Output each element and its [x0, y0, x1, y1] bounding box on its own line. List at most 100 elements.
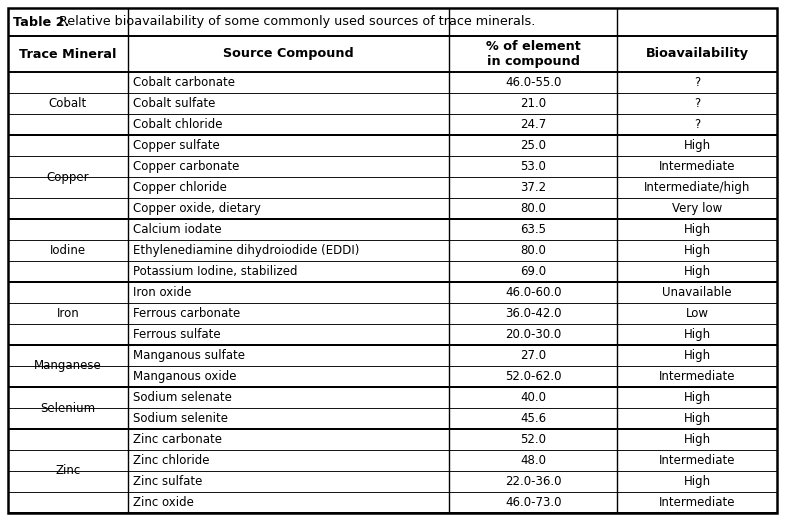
- Text: High: High: [684, 244, 710, 257]
- Text: Selenium: Selenium: [40, 402, 96, 415]
- Text: High: High: [684, 475, 710, 488]
- Bar: [128, 156, 449, 177]
- Bar: [8, 156, 128, 177]
- Bar: [449, 324, 617, 345]
- Text: Unavailable: Unavailable: [663, 286, 732, 299]
- Text: 46.0-60.0: 46.0-60.0: [505, 286, 561, 299]
- Text: Copper: Copper: [46, 170, 89, 183]
- Text: Trace Mineral: Trace Mineral: [19, 47, 117, 60]
- Text: 36.0-42.0: 36.0-42.0: [505, 307, 561, 320]
- Text: Zinc: Zinc: [56, 465, 81, 478]
- Text: 63.5: 63.5: [520, 223, 546, 236]
- Bar: [128, 72, 449, 93]
- Bar: [8, 345, 128, 366]
- Text: Cobalt: Cobalt: [49, 97, 87, 110]
- Text: Intermediate/high: Intermediate/high: [644, 181, 750, 194]
- Bar: [8, 408, 128, 429]
- Text: Potassium Iodine, stabilized: Potassium Iodine, stabilized: [133, 265, 298, 278]
- Bar: [449, 366, 617, 387]
- Bar: [449, 345, 617, 366]
- Bar: [8, 450, 128, 471]
- Text: Calcium iodate: Calcium iodate: [133, 223, 221, 236]
- Text: High: High: [684, 349, 710, 362]
- Bar: [617, 156, 777, 177]
- Text: 40.0: 40.0: [520, 391, 546, 404]
- Bar: [128, 219, 449, 240]
- Bar: [8, 282, 128, 303]
- Text: 21.0: 21.0: [520, 97, 546, 110]
- Bar: [8, 429, 128, 450]
- Bar: [128, 303, 449, 324]
- Bar: [449, 408, 617, 429]
- Bar: [8, 387, 128, 408]
- Bar: [128, 324, 449, 345]
- Bar: [449, 429, 617, 450]
- Bar: [8, 219, 128, 240]
- Bar: [617, 387, 777, 408]
- Bar: [128, 114, 449, 135]
- Bar: [449, 114, 617, 135]
- Bar: [128, 450, 449, 471]
- Bar: [449, 72, 617, 93]
- Bar: [449, 450, 617, 471]
- Bar: [8, 93, 128, 114]
- Bar: [8, 240, 128, 261]
- Text: Table 2.: Table 2.: [13, 16, 69, 29]
- Text: Manganous oxide: Manganous oxide: [133, 370, 236, 383]
- Bar: [128, 198, 449, 219]
- Bar: [617, 345, 777, 366]
- Text: High: High: [684, 412, 710, 425]
- Text: Copper chloride: Copper chloride: [133, 181, 227, 194]
- Text: Manganese: Manganese: [34, 359, 102, 373]
- Text: 46.0-55.0: 46.0-55.0: [505, 76, 561, 89]
- Text: Ethylenediamine dihydroiodide (EDDI): Ethylenediamine dihydroiodide (EDDI): [133, 244, 360, 257]
- Text: Zinc carbonate: Zinc carbonate: [133, 433, 222, 446]
- Text: High: High: [684, 223, 710, 236]
- Bar: [128, 366, 449, 387]
- Bar: [128, 93, 449, 114]
- Text: Zinc chloride: Zinc chloride: [133, 454, 210, 467]
- Text: Source Compound: Source Compound: [223, 47, 354, 60]
- Bar: [128, 177, 449, 198]
- Text: 24.7: 24.7: [520, 118, 546, 131]
- Text: Zinc oxide: Zinc oxide: [133, 496, 194, 509]
- Bar: [8, 72, 128, 93]
- Bar: [617, 177, 777, 198]
- Text: Intermediate: Intermediate: [659, 454, 736, 467]
- Text: Intermediate: Intermediate: [659, 370, 736, 383]
- Text: Copper oxide, dietary: Copper oxide, dietary: [133, 202, 261, 215]
- Text: Copper carbonate: Copper carbonate: [133, 160, 239, 173]
- Text: 25.0: 25.0: [520, 139, 546, 152]
- Text: High: High: [684, 328, 710, 341]
- Bar: [617, 282, 777, 303]
- Bar: [617, 93, 777, 114]
- Bar: [128, 492, 449, 513]
- Bar: [617, 135, 777, 156]
- Text: Iodine: Iodine: [50, 244, 86, 257]
- Bar: [128, 261, 449, 282]
- Bar: [449, 156, 617, 177]
- Text: 80.0: 80.0: [520, 202, 546, 215]
- Bar: [617, 429, 777, 450]
- Text: 52.0-62.0: 52.0-62.0: [505, 370, 561, 383]
- Text: Sodium selenate: Sodium selenate: [133, 391, 232, 404]
- Text: Intermediate: Intermediate: [659, 160, 736, 173]
- Text: 69.0: 69.0: [520, 265, 546, 278]
- Bar: [617, 261, 777, 282]
- Bar: [8, 324, 128, 345]
- Bar: [449, 240, 617, 261]
- Text: Sodium selenite: Sodium selenite: [133, 412, 228, 425]
- Text: 46.0-73.0: 46.0-73.0: [505, 496, 561, 509]
- Text: Zinc sulfate: Zinc sulfate: [133, 475, 203, 488]
- Text: 45.6: 45.6: [520, 412, 546, 425]
- Bar: [8, 198, 128, 219]
- Bar: [617, 408, 777, 429]
- Bar: [449, 93, 617, 114]
- Bar: [8, 261, 128, 282]
- Bar: [449, 471, 617, 492]
- Text: Very low: Very low: [672, 202, 722, 215]
- Bar: [8, 303, 128, 324]
- Bar: [128, 387, 449, 408]
- Bar: [617, 450, 777, 471]
- Bar: [128, 345, 449, 366]
